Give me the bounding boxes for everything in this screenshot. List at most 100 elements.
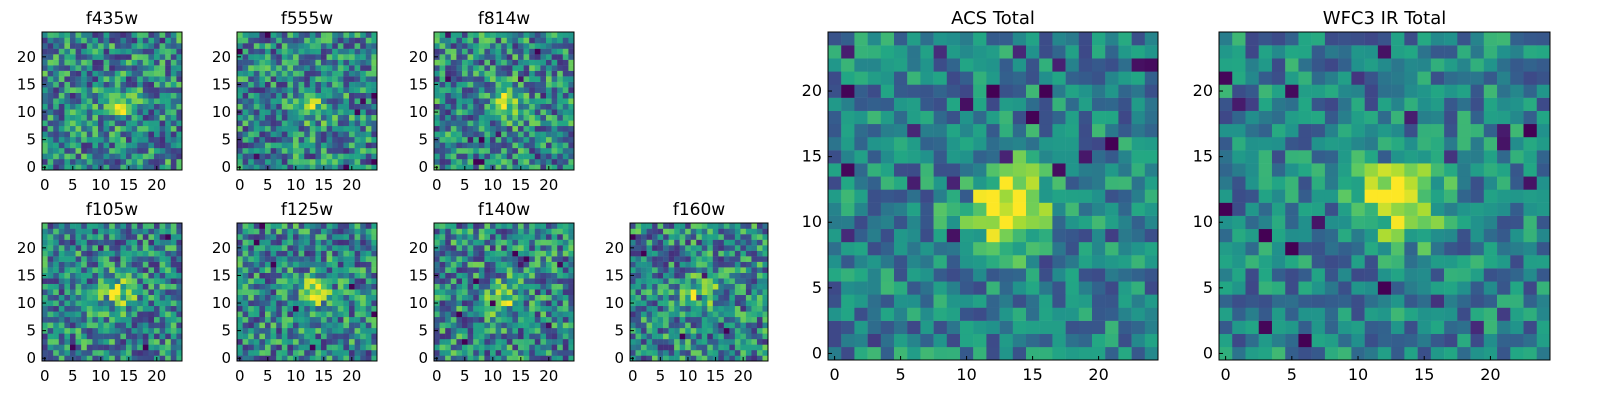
heatmap-cell xyxy=(270,48,277,55)
x-tick-label: 5 xyxy=(68,176,78,194)
heatmap-cell xyxy=(506,355,513,362)
heatmap-cell xyxy=(337,48,344,55)
heatmap-cell xyxy=(668,300,675,307)
heatmap-cell xyxy=(450,87,457,93)
heatmap-cell xyxy=(332,54,339,60)
heatmap-cell xyxy=(501,239,508,246)
panel-title: f125w xyxy=(281,200,333,220)
heatmap-cell xyxy=(98,103,104,110)
heatmap-cell xyxy=(309,256,316,262)
heatmap-cell xyxy=(109,250,116,257)
heatmap-cell xyxy=(729,316,736,323)
heatmap-cell xyxy=(462,322,468,329)
heatmap-cell xyxy=(534,164,541,171)
heatmap-cell xyxy=(360,92,367,99)
heatmap-cell xyxy=(259,81,266,88)
heatmap-cell xyxy=(120,256,127,262)
heatmap-cell xyxy=(501,59,508,66)
heatmap-cell xyxy=(512,114,519,121)
heatmap-cell xyxy=(253,103,260,110)
heatmap-cell xyxy=(64,338,71,345)
heatmap-cell xyxy=(1131,163,1146,177)
heatmap-cell xyxy=(47,147,54,154)
x-tick-label: 20 xyxy=(539,367,558,385)
heatmap-cell xyxy=(298,223,305,229)
heatmap-cell xyxy=(445,158,452,165)
heatmap-cell xyxy=(641,283,647,290)
heatmap-cell xyxy=(635,300,642,307)
heatmap-cell xyxy=(473,125,480,132)
heatmap-cell xyxy=(696,289,703,296)
heatmap-cell xyxy=(75,164,82,171)
heatmap-cell xyxy=(42,70,48,77)
heatmap-cell xyxy=(1092,189,1106,203)
heatmap-cell xyxy=(326,70,333,77)
y-tick-label: 20 xyxy=(605,239,624,257)
heatmap-cell xyxy=(534,92,541,99)
heatmap-cell xyxy=(253,109,260,116)
heatmap-cell xyxy=(326,283,333,290)
heatmap-cell xyxy=(170,120,177,127)
heatmap-cell xyxy=(523,234,530,240)
heatmap-cell xyxy=(518,311,524,318)
heatmap-cell xyxy=(154,294,160,301)
heatmap-cell xyxy=(148,344,155,351)
heatmap-cell xyxy=(467,239,474,246)
heatmap-cell xyxy=(270,311,277,318)
heatmap-cell xyxy=(734,261,741,268)
heatmap-cell xyxy=(751,333,758,340)
heatmap-cell xyxy=(242,250,249,257)
heatmap-cell xyxy=(445,267,452,273)
heatmap-cell xyxy=(103,355,110,362)
heatmap-cell xyxy=(92,147,99,154)
heatmap-cell xyxy=(281,223,288,229)
heatmap-cell xyxy=(131,300,138,307)
heatmap-cell xyxy=(114,256,121,262)
heatmap-cell xyxy=(490,267,496,273)
heatmap-cell xyxy=(276,109,283,116)
heatmap-cell xyxy=(304,142,311,149)
heatmap-cell xyxy=(484,355,491,362)
heatmap-cell xyxy=(276,245,283,251)
heatmap-cell xyxy=(501,136,508,143)
heatmap-cell xyxy=(148,43,155,49)
heatmap-cell xyxy=(103,98,110,105)
y-tick-label: 0 xyxy=(418,158,428,176)
heatmap-cell xyxy=(259,294,266,301)
heatmap-cell xyxy=(98,147,104,154)
heatmap-cell xyxy=(490,114,496,121)
heatmap-cell xyxy=(462,103,468,110)
heatmap-cell xyxy=(478,344,485,351)
heatmap-cell xyxy=(81,142,88,149)
heatmap-cell xyxy=(58,142,65,149)
heatmap-cell xyxy=(701,327,708,334)
heatmap-cell xyxy=(478,311,485,318)
heatmap-cell xyxy=(148,349,155,356)
heatmap-cell xyxy=(253,114,260,121)
heatmap-cell xyxy=(365,256,372,262)
heatmap-cell xyxy=(518,322,524,329)
heatmap-cell xyxy=(484,294,491,301)
heatmap-cell xyxy=(337,355,344,362)
heatmap-cell xyxy=(495,87,502,93)
axes-frame xyxy=(236,222,378,362)
heatmap-cell xyxy=(506,223,513,229)
heatmap-cell xyxy=(635,256,642,262)
heatmap-cell xyxy=(293,98,299,105)
heatmap-cell xyxy=(557,76,564,82)
heatmap-cell xyxy=(1078,202,1093,216)
heatmap-cell xyxy=(75,261,82,268)
heatmap-cell xyxy=(332,300,339,307)
heatmap-cell xyxy=(568,267,575,273)
heatmap-cell xyxy=(81,223,88,229)
heatmap-cell xyxy=(534,344,541,351)
heatmap-cell xyxy=(540,142,547,149)
heatmap-cell xyxy=(75,153,82,160)
heatmap-cell xyxy=(562,136,569,143)
heatmap-cell xyxy=(751,300,758,307)
heatmap-cell xyxy=(854,136,868,151)
heatmap-cell xyxy=(529,70,536,77)
heatmap-cell xyxy=(467,327,474,334)
heatmap-cell xyxy=(518,48,524,55)
